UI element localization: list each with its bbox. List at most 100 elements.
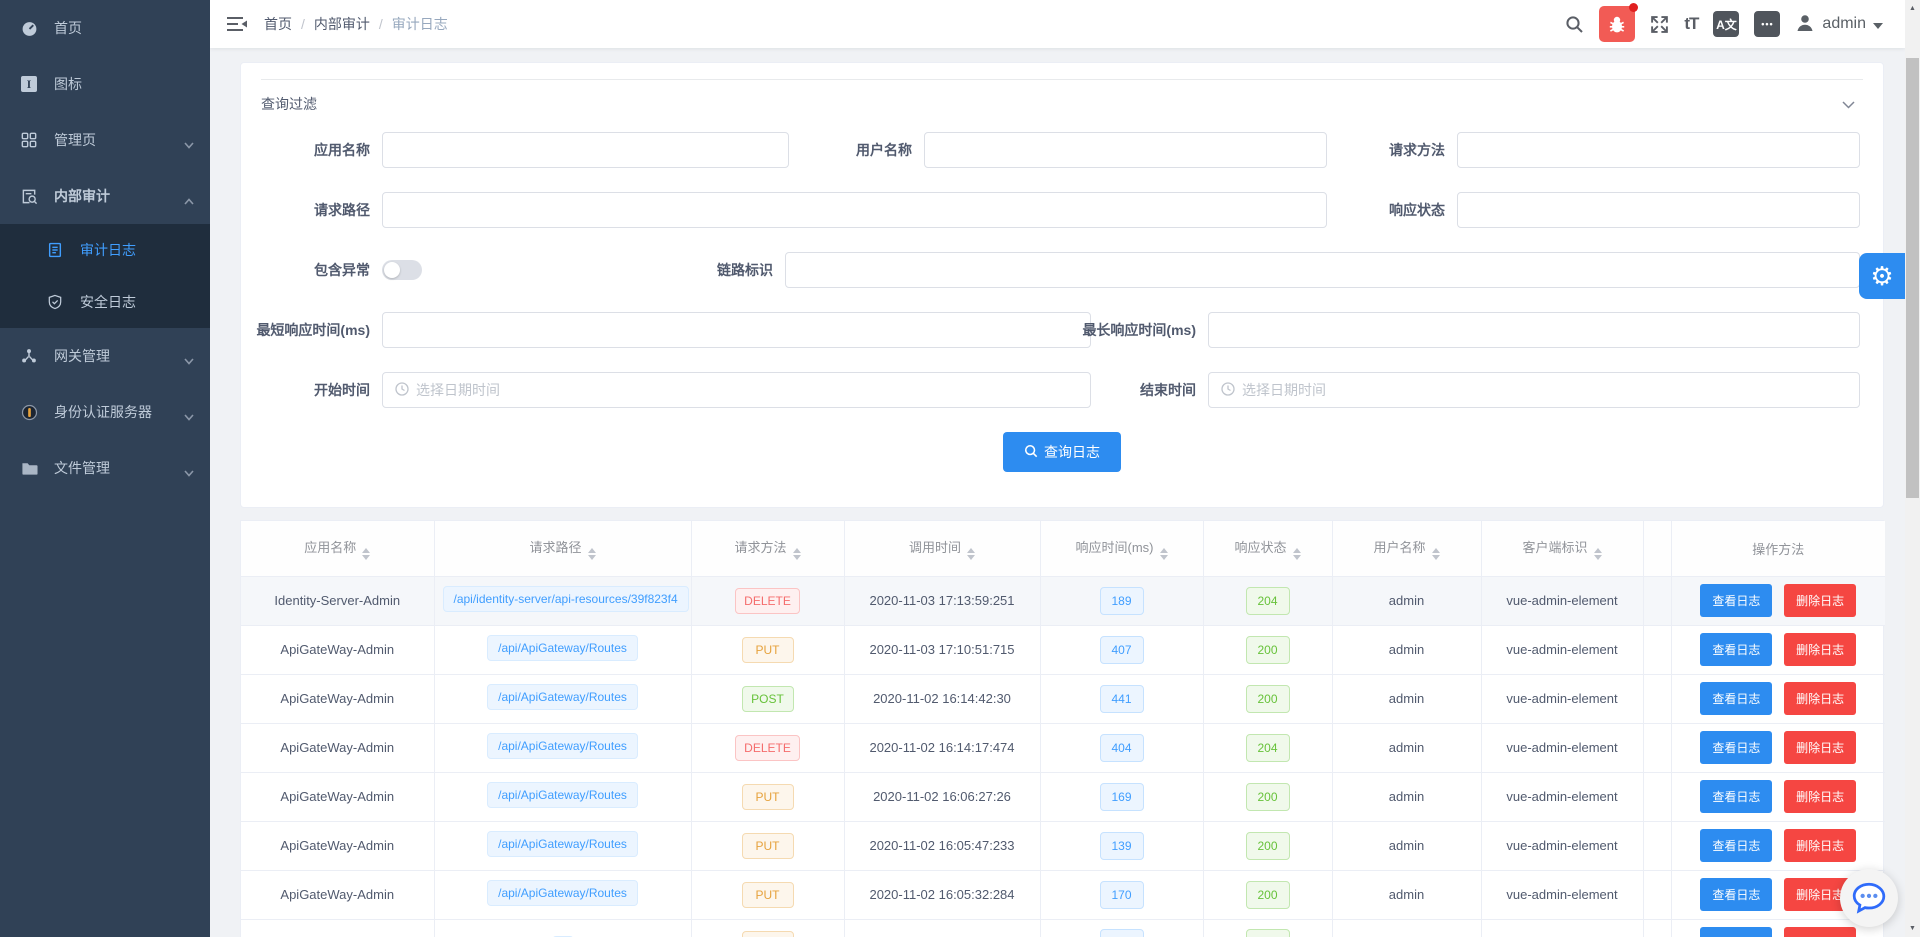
sidebar-item-label: 管理页 bbox=[54, 132, 96, 148]
col-header-request-path[interactable]: 请求路径 bbox=[434, 521, 692, 577]
view-log-button[interactable]: 查看日志 bbox=[1700, 878, 1773, 911]
status-tag: 200 bbox=[1245, 782, 1290, 811]
cell-request-method: PUT bbox=[691, 919, 845, 937]
scrollbar-thumb[interactable] bbox=[1906, 58, 1919, 498]
sidebar-item-icons[interactable]: I 图标 bbox=[0, 56, 210, 112]
delete-log-button[interactable]: 删除日志 bbox=[1784, 829, 1857, 862]
app-name-input[interactable] bbox=[382, 132, 789, 168]
delete-log-button[interactable]: 删除日志 bbox=[1784, 731, 1857, 764]
message-icon[interactable]: ••• bbox=[1754, 11, 1781, 37]
col-header-call-time[interactable]: 调用时间 bbox=[844, 521, 1041, 577]
cell-request-path: /api/identity-server/api-resources/39f82… bbox=[434, 576, 692, 626]
cell-request-path bbox=[434, 919, 692, 937]
share-nodes-icon bbox=[20, 347, 38, 365]
page-scrollbar: ▲ ▼ bbox=[1905, 0, 1920, 937]
response-status-input[interactable] bbox=[1457, 192, 1860, 228]
request-method-input[interactable] bbox=[1457, 132, 1860, 168]
view-log-button[interactable]: 查看日志 bbox=[1700, 927, 1773, 937]
end-time-picker[interactable]: 选择日期时间 bbox=[1208, 372, 1860, 408]
view-log-button[interactable]: 查看日志 bbox=[1700, 780, 1773, 813]
sidebar-item-admin-pages[interactable]: 管理页 bbox=[0, 112, 210, 168]
start-time-picker[interactable]: 选择日期时间 bbox=[382, 372, 1091, 408]
status-tag: 200 bbox=[1245, 880, 1290, 909]
sort-icon[interactable] bbox=[1159, 547, 1168, 560]
collapse-chevron-icon[interactable] bbox=[1834, 96, 1863, 112]
view-log-button[interactable]: 查看日志 bbox=[1700, 584, 1773, 617]
cell-client-id: vue-admin-element bbox=[1481, 576, 1644, 626]
sort-icon[interactable] bbox=[1292, 547, 1301, 560]
sort-icon[interactable] bbox=[1593, 547, 1602, 560]
col-header-user-name[interactable]: 用户名称 bbox=[1332, 521, 1482, 577]
search-icon[interactable] bbox=[1565, 15, 1584, 34]
delete-log-button[interactable]: 删除日志 bbox=[1784, 633, 1857, 666]
settings-gear-button[interactable]: ⚙ bbox=[1859, 253, 1905, 299]
delete-log-button[interactable]: 删除日志 bbox=[1784, 927, 1857, 937]
elapsed-tag: 170 bbox=[1099, 880, 1144, 909]
sidebar-item-audit-log[interactable]: 审计日志 bbox=[0, 224, 210, 276]
delete-log-button[interactable]: 删除日志 bbox=[1784, 780, 1857, 813]
scrollbar-up-arrow[interactable]: ▲ bbox=[1909, 5, 1916, 12]
col-header-app-name[interactable]: 应用名称 bbox=[241, 521, 435, 577]
sort-icon[interactable] bbox=[362, 547, 371, 560]
breadcrumb-internal-audit[interactable]: 内部审计 bbox=[313, 16, 370, 32]
query-filter-panel: 查询过滤 应用名称 用户名称 请求方法 请求路径 响应状态 包含异 bbox=[240, 62, 1884, 508]
sort-icon[interactable] bbox=[587, 547, 596, 560]
include-exception-toggle[interactable] bbox=[382, 260, 422, 280]
col-header-request-method[interactable]: 请求方法 bbox=[691, 521, 845, 577]
error-log-bug-button[interactable] bbox=[1599, 3, 1639, 42]
cell-request-method: DELETE bbox=[691, 723, 845, 773]
sidebar-item-label: 文件管理 bbox=[54, 460, 110, 476]
cell-app-name: ApiGateWay-Admin bbox=[241, 870, 435, 920]
cell-request-method: DELETE bbox=[691, 576, 845, 626]
scrollbar-down-arrow[interactable]: ▼ bbox=[1909, 925, 1916, 932]
cell-request-path: /api/ApiGateway/Routes bbox=[434, 870, 692, 920]
sidebar-item-internal-audit[interactable]: 内部审计 bbox=[0, 168, 210, 224]
trace-id-label: 链路标识 bbox=[717, 262, 773, 278]
col-header-response-status[interactable]: 响应状态 bbox=[1203, 521, 1333, 577]
cell-app-name: ApiGateWay-Admin bbox=[241, 772, 435, 822]
cell-app-name: ApiGateWay-Admin bbox=[241, 723, 435, 773]
feedback-chat-button[interactable] bbox=[1840, 869, 1898, 927]
sort-icon[interactable] bbox=[792, 547, 801, 560]
view-log-button[interactable]: 查看日志 bbox=[1700, 682, 1773, 715]
trace-id-input[interactable] bbox=[785, 252, 1860, 288]
delete-log-button[interactable]: 删除日志 bbox=[1784, 682, 1857, 715]
sidebar-item-label: 首页 bbox=[54, 20, 82, 36]
col-header-client-id[interactable]: 客户端标识 bbox=[1481, 521, 1644, 577]
query-logs-button[interactable]: 查询日志 bbox=[1003, 432, 1121, 472]
sort-icon[interactable] bbox=[1431, 547, 1440, 560]
request-path-input[interactable] bbox=[382, 192, 1327, 228]
max-elapsed-label: 最长响应时间(ms) bbox=[1082, 322, 1196, 338]
start-time-placeholder: 选择日期时间 bbox=[416, 382, 500, 398]
sidebar-item-security-log[interactable]: 安全日志 bbox=[0, 276, 210, 328]
col-header-elapsed[interactable]: 响应时间(ms) bbox=[1040, 521, 1204, 577]
view-log-button[interactable]: 查看日志 bbox=[1700, 633, 1773, 666]
method-badge: DELETE bbox=[735, 734, 800, 761]
cell-request-method: PUT bbox=[691, 870, 845, 920]
cell-call-time: 2020-11-02 16:06:27:26 bbox=[844, 772, 1041, 822]
sidebar-collapse-icon[interactable] bbox=[210, 0, 264, 48]
sort-icon[interactable] bbox=[967, 547, 975, 560]
sidebar-item-identity-server[interactable]: 身份认证服务器 bbox=[0, 384, 210, 440]
boxed-i-icon: I bbox=[20, 75, 38, 93]
sidebar-item-gateway[interactable]: 网关管理 bbox=[0, 328, 210, 384]
grid-icon bbox=[20, 131, 38, 149]
cell-call-time: 2020-11-02 16:14:42:30 bbox=[844, 674, 1041, 724]
translate-icon[interactable]: A文 bbox=[1713, 11, 1740, 37]
fullscreen-icon[interactable] bbox=[1650, 15, 1669, 34]
cell-response-status: 204 bbox=[1203, 576, 1333, 626]
cell-actions: 查看日志 删除日志 bbox=[1671, 919, 1885, 937]
user-name-input[interactable] bbox=[924, 132, 1327, 168]
delete-log-button[interactable]: 删除日志 bbox=[1784, 584, 1857, 617]
table-row: ApiGateWay-Admin /api/ApiGateway/Routes … bbox=[241, 772, 1885, 822]
max-elapsed-input[interactable] bbox=[1208, 312, 1860, 348]
sidebar-item-home[interactable]: 首页 bbox=[0, 0, 210, 56]
font-size-icon[interactable]: tT bbox=[1684, 14, 1699, 33]
cell-spacer bbox=[1643, 821, 1672, 871]
breadcrumb-home[interactable]: 首页 bbox=[264, 16, 292, 32]
sidebar-item-files[interactable]: 文件管理 bbox=[0, 440, 210, 496]
view-log-button[interactable]: 查看日志 bbox=[1700, 829, 1773, 862]
user-menu[interactable]: admin bbox=[1795, 13, 1883, 36]
min-elapsed-input[interactable] bbox=[382, 312, 1091, 348]
view-log-button[interactable]: 查看日志 bbox=[1700, 731, 1773, 764]
